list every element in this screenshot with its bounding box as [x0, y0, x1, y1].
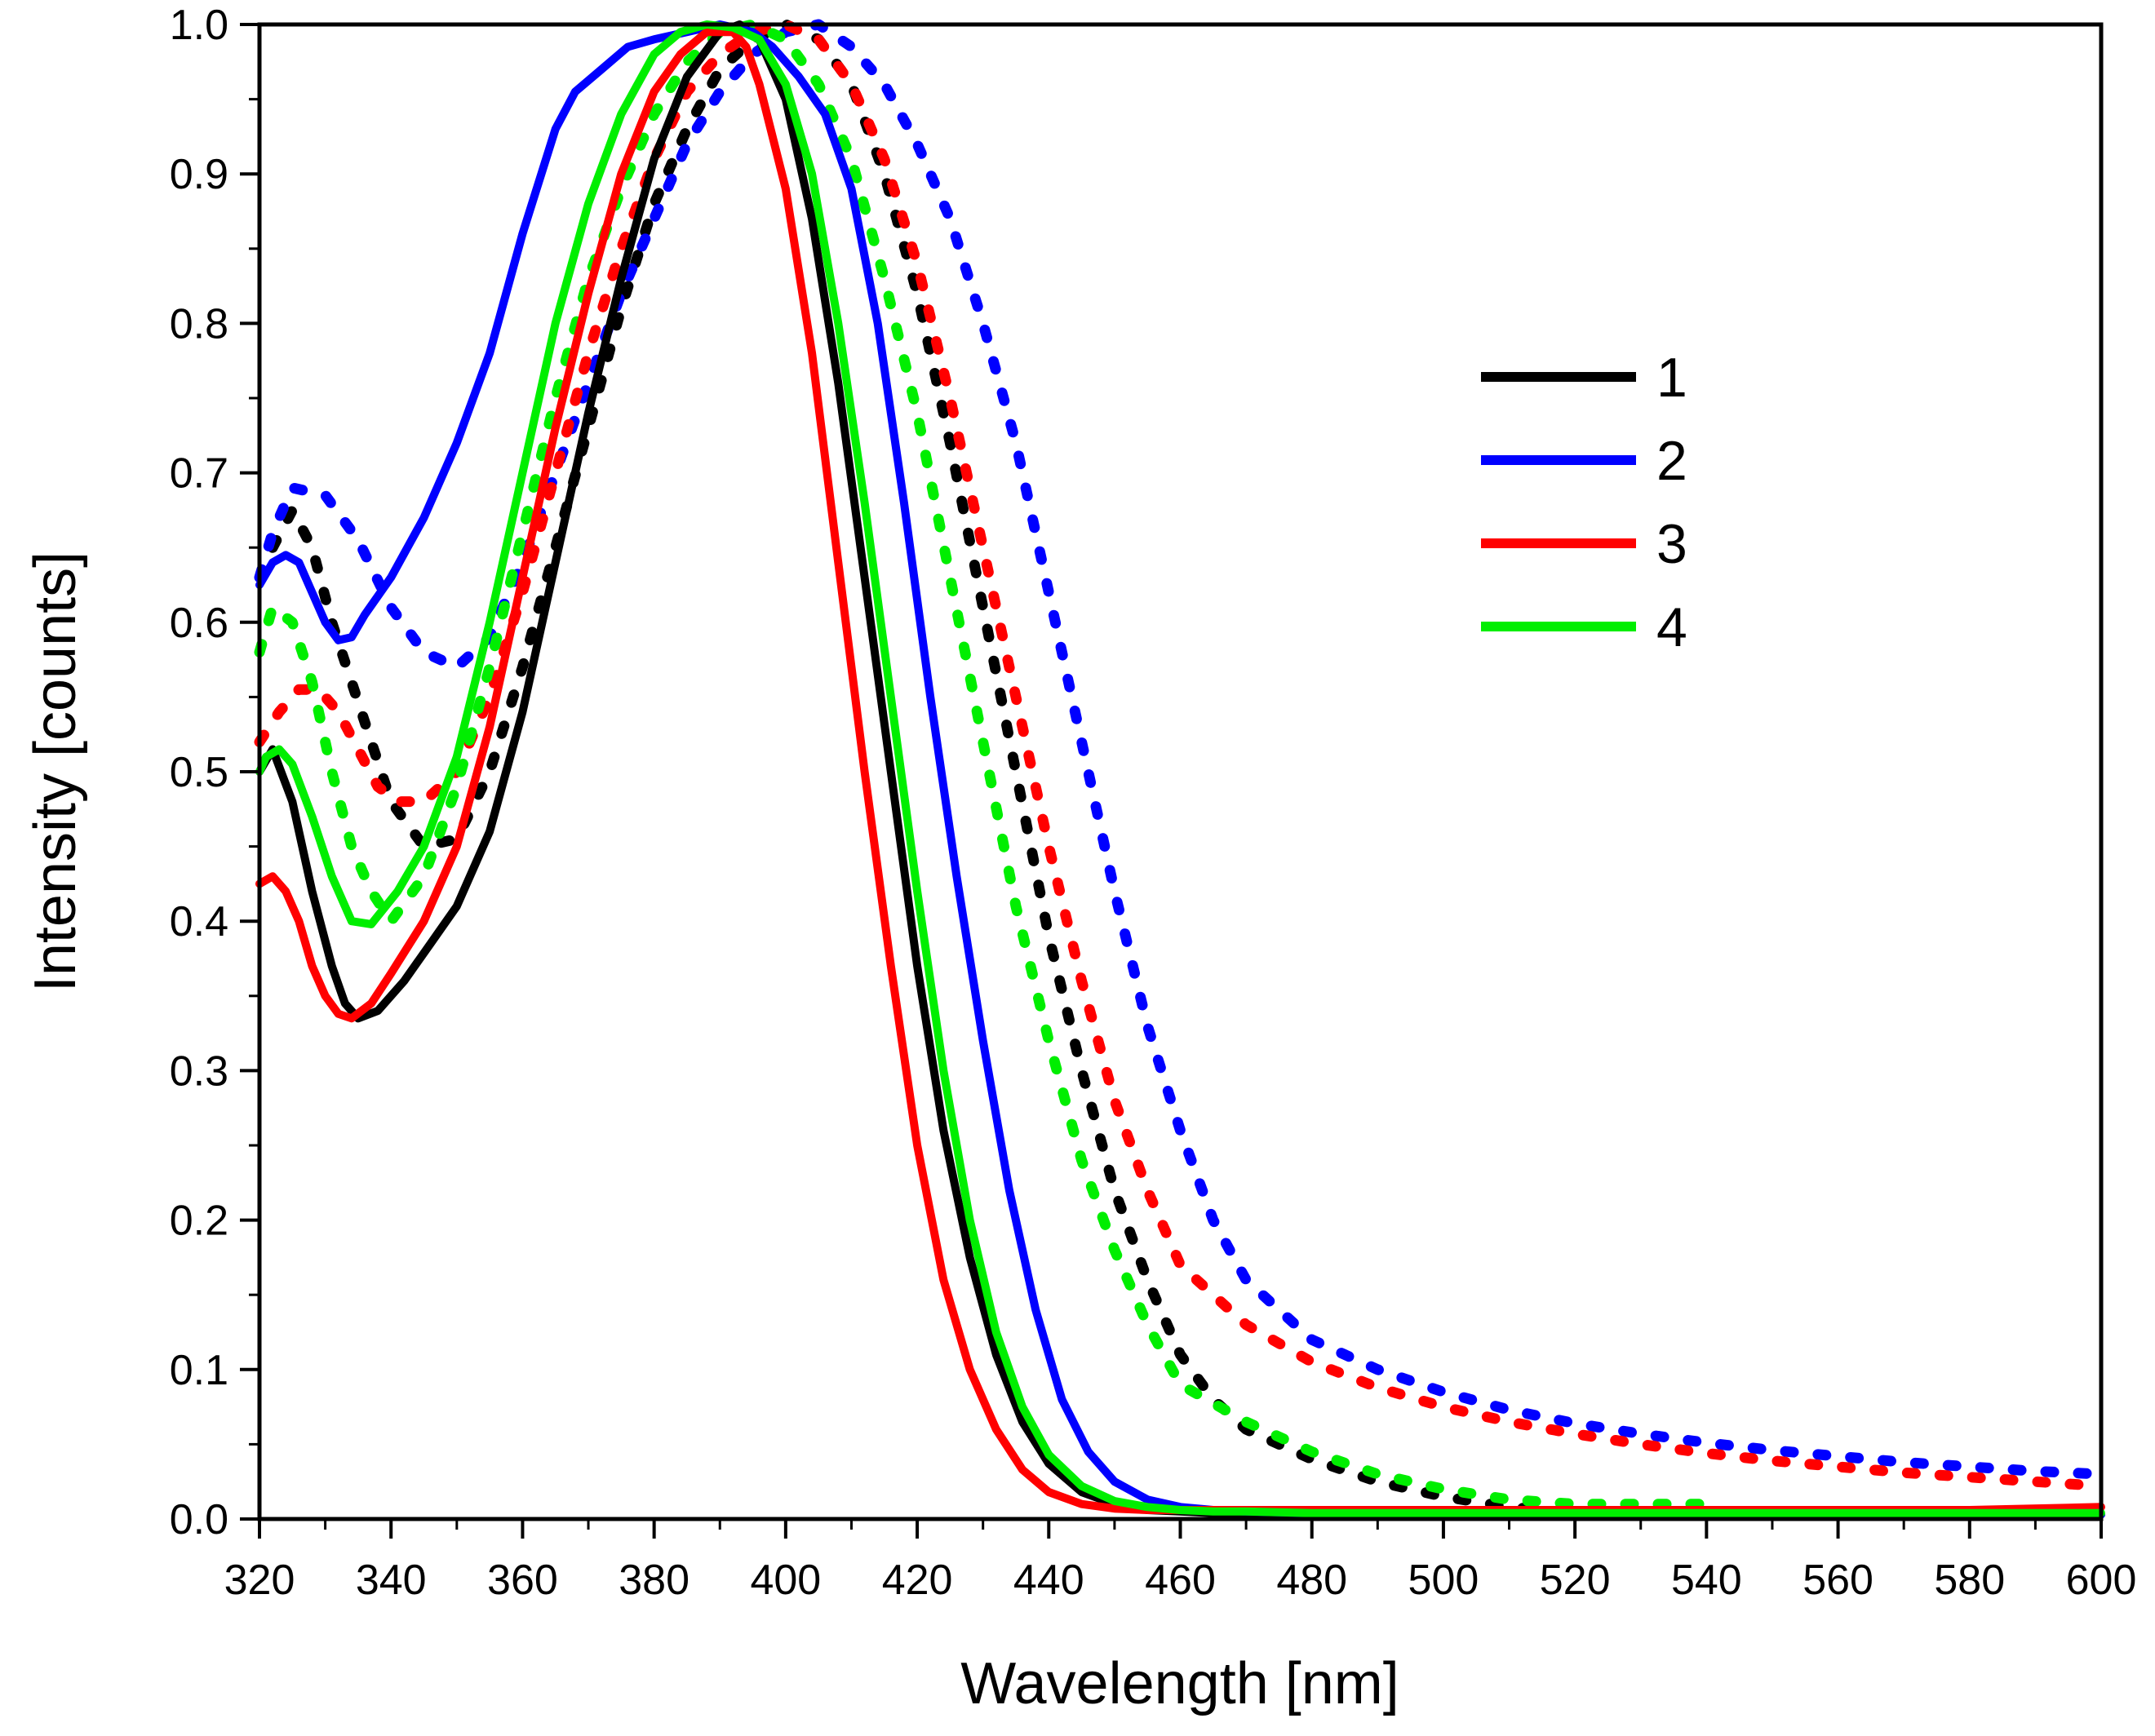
series-4-line	[255, 20, 2105, 1517]
y-tick-label: 0.8	[170, 300, 228, 348]
series-3-dotted-line	[254, 19, 2107, 1492]
y-tick-label: 0.4	[170, 898, 228, 946]
x-tick-label: 580	[1934, 1557, 2005, 1604]
x-tick-label: 500	[1408, 1557, 1479, 1604]
series-layer	[254, 19, 2107, 1521]
y-tick-label: 0.5	[170, 749, 228, 796]
y-axis-title: Intensity [counts]	[23, 551, 88, 992]
legend-label-4: 4	[1656, 596, 1687, 658]
x-tick-label: 340	[356, 1557, 427, 1604]
legend-label-1: 1	[1656, 347, 1687, 409]
legend-label-3: 3	[1656, 513, 1687, 575]
y-tick-label: 0.7	[170, 450, 228, 498]
x-tick-label: 600	[2066, 1557, 2137, 1604]
y-tick-label: 0.9	[170, 151, 228, 198]
y-tick-label: 0.2	[170, 1198, 228, 1245]
x-tick-label: 360	[487, 1557, 558, 1604]
y-tick-label: 0.6	[170, 600, 228, 647]
x-tick-label: 540	[1671, 1557, 1742, 1604]
x-axis-title: Wavelength [nm]	[960, 1651, 1399, 1716]
x-tick-label: 420	[882, 1557, 953, 1604]
series-2-dotted-line	[254, 19, 2107, 1480]
y-tick-label: 0.0	[170, 1496, 228, 1543]
x-tick-label: 520	[1540, 1557, 1611, 1604]
x-tick-label: 440	[1013, 1557, 1084, 1604]
x-tick-label: 560	[1802, 1557, 1873, 1604]
x-tick-label: 380	[619, 1557, 690, 1604]
x-tick-label: 400	[750, 1557, 821, 1604]
y-tick-label: 0.3	[170, 1047, 228, 1095]
x-tick-label: 460	[1145, 1557, 1216, 1604]
x-tick-label: 480	[1276, 1557, 1347, 1604]
ticks-layer: 320 340 360 380 400 420 440 460 480 500 520 540 560 5…	[170, 2, 2137, 1604]
legend: 1 2 3 4	[1481, 347, 1687, 658]
y-tick-label: 0.1	[170, 1347, 228, 1394]
y-tick-label: 1.0	[170, 2, 228, 49]
x-tick-label: 320	[224, 1557, 295, 1604]
legend-label-2: 2	[1656, 430, 1687, 492]
